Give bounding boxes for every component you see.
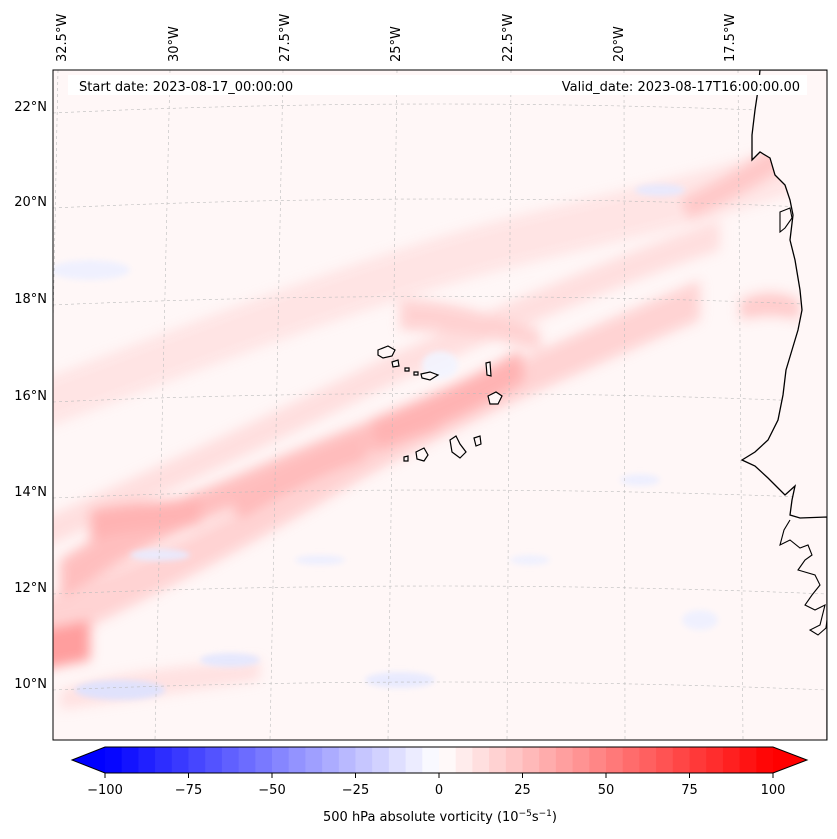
colorbar-swatch bbox=[439, 747, 457, 773]
valid-date-box bbox=[310, 75, 807, 95]
colorbar-swatch bbox=[706, 747, 724, 773]
colorbar-tick-label: 100 bbox=[761, 783, 786, 798]
colorbar-swatch bbox=[539, 747, 557, 773]
lon-label-20w: 20°W bbox=[612, 26, 627, 62]
valid-date-label: Valid_date: 2023-08-17T16:00:00.00 bbox=[562, 80, 800, 95]
colorbar-swatch bbox=[388, 747, 407, 773]
vorticity-field bbox=[53, 70, 827, 740]
colorbar-swatch bbox=[689, 747, 707, 773]
colorbar-tick-label: 75 bbox=[681, 783, 698, 798]
colorbar-swatch bbox=[455, 747, 473, 773]
lon-label-17-5w: 17.5°W bbox=[723, 14, 738, 62]
colorbar-tick-label: −100 bbox=[87, 783, 123, 798]
colorbar-swatch bbox=[405, 747, 423, 773]
lon-label-25w: 25°W bbox=[389, 26, 404, 62]
colorbar-extend-min bbox=[72, 747, 105, 773]
colorbar-swatch bbox=[238, 747, 256, 773]
colorbar-label: 500 hPa absolute vorticity (10−5s−1) bbox=[323, 809, 557, 825]
lat-label-16n: 16°N bbox=[14, 389, 47, 404]
lat-label-10n: 10°N bbox=[14, 677, 47, 692]
colorbar-swatch bbox=[121, 747, 139, 773]
coastline-africa bbox=[740, 70, 827, 740]
colorbar-swatch bbox=[555, 747, 574, 773]
colorbar-swatch bbox=[322, 747, 340, 773]
colorbar-swatch bbox=[138, 747, 156, 773]
lat-label-20n: 20°N bbox=[14, 195, 47, 210]
colorbar-swatch bbox=[606, 747, 624, 773]
lon-label-30w: 30°W bbox=[167, 26, 182, 62]
colorbar-swatch bbox=[372, 747, 390, 773]
coast-inlet bbox=[779, 207, 793, 234]
colorbar-tick-label: −25 bbox=[342, 783, 369, 798]
colorbar-swatch bbox=[722, 747, 741, 773]
colorbar-tick-label: 0 bbox=[435, 783, 443, 798]
colorbar-swatch bbox=[739, 747, 757, 773]
colorbar-swatch bbox=[522, 747, 540, 773]
lat-label-18n: 18°N bbox=[14, 292, 47, 307]
colorbar-swatch bbox=[105, 747, 123, 773]
colorbar-swatch bbox=[171, 747, 190, 773]
colorbar-swatch bbox=[305, 747, 323, 773]
lat-label-14n: 14°N bbox=[14, 485, 47, 500]
colorbar-tick-label: 50 bbox=[598, 783, 615, 798]
map-frame bbox=[52, 69, 828, 741]
colorbar-swatch bbox=[622, 747, 640, 773]
latitude-labels: 22°N 20°N 18°N 16°N 14°N 12°N 10°N bbox=[14, 100, 47, 692]
longitude-labels: 32.5°W 30°W 27.5°W 25°W 22.5°W 20°W 17.5… bbox=[55, 14, 738, 62]
colorbar: −100 −75 −50 −25 0 25 50 75 100 500 hPa absolute… bbox=[70, 746, 809, 825]
colorbar-extend-max bbox=[773, 747, 807, 773]
colorbar-swatch bbox=[205, 747, 223, 773]
colorbar-swatch bbox=[155, 747, 173, 773]
colorbar-swatch bbox=[355, 747, 373, 773]
colorbar-tick-label: 25 bbox=[514, 783, 531, 798]
colorbar-swatch bbox=[272, 747, 290, 773]
cape-verde-islands bbox=[377, 345, 503, 462]
colorbar-swatch bbox=[589, 747, 607, 773]
colorbar-swatch bbox=[188, 747, 206, 773]
lon-label-27-5w: 27.5°W bbox=[278, 14, 293, 62]
colorbar-tick-label: −75 bbox=[175, 783, 202, 798]
colorbar-swatches bbox=[105, 747, 774, 773]
graticule bbox=[53, 70, 827, 740]
lat-label-22n: 22°N bbox=[14, 100, 47, 115]
lon-label-32-5w: 32.5°W bbox=[55, 14, 70, 62]
start-date-label: Start date: 2023-08-17_00:00:00 bbox=[79, 80, 293, 95]
lat-label-12n: 12°N bbox=[14, 581, 47, 596]
colorbar-swatch bbox=[505, 747, 524, 773]
colorbar-swatch bbox=[756, 747, 774, 773]
start-date-box bbox=[68, 75, 318, 95]
colorbar-swatch bbox=[572, 747, 590, 773]
colorbar-swatch bbox=[221, 747, 240, 773]
colorbar-swatch bbox=[656, 747, 674, 773]
colorbar-swatch bbox=[255, 747, 273, 773]
colorbar-swatch bbox=[288, 747, 306, 773]
colorbar-swatch bbox=[672, 747, 691, 773]
colorbar-swatch bbox=[639, 747, 657, 773]
colorbar-swatch bbox=[472, 747, 490, 773]
colorbar-swatch bbox=[338, 747, 357, 773]
colorbar-tick-label: −50 bbox=[258, 783, 285, 798]
colorbar-swatch bbox=[422, 747, 440, 773]
colorbar-swatch bbox=[489, 747, 507, 773]
colorbar-ticks: −100 −75 −50 −25 0 25 50 75 100 bbox=[87, 773, 785, 798]
lon-label-22-5w: 22.5°W bbox=[501, 14, 516, 62]
